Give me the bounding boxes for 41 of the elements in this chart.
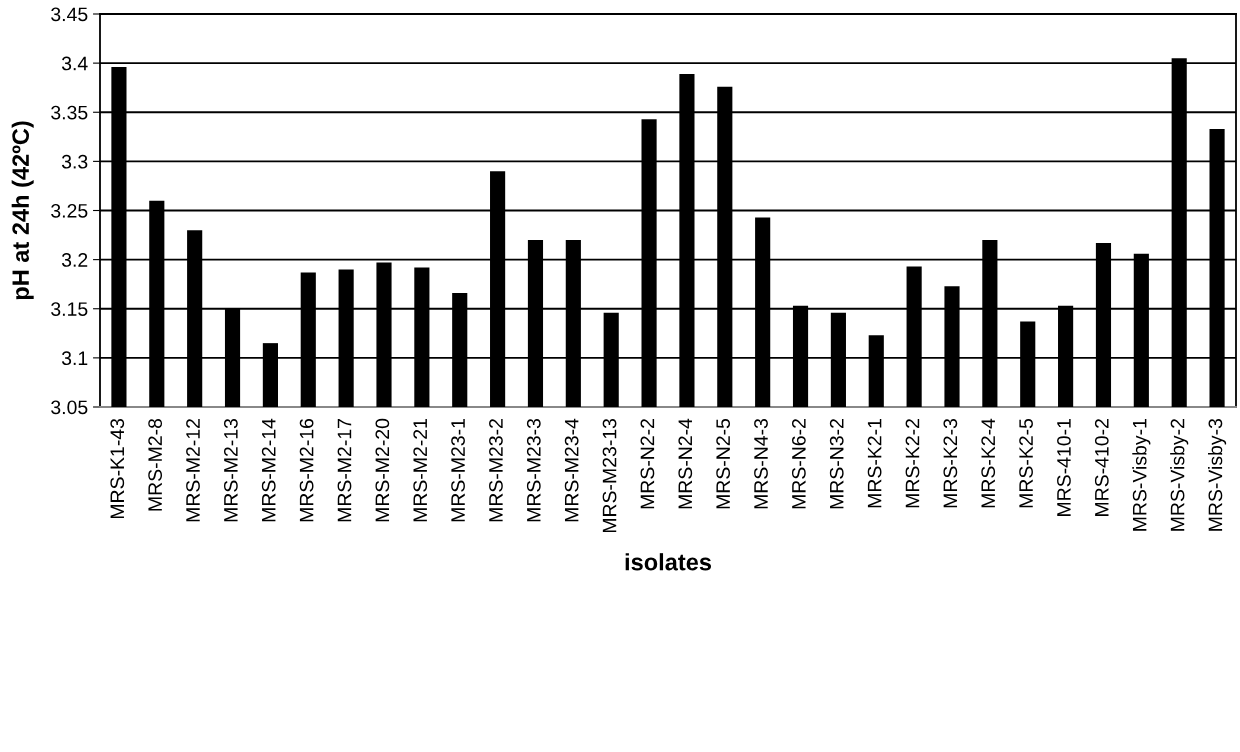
x-tick-label: MRS-Visby-1 [1132, 419, 1151, 531]
y-axis-title: pH at 24h (42ºC) [11, 121, 34, 300]
x-tick-label: MRS-M2-21 [413, 419, 428, 522]
x-tick-label: MRS-N2-2 [640, 419, 655, 509]
y-tick-label: 3.25 [51, 203, 88, 218]
x-tick-label: MRS-M2-20 [375, 418, 390, 522]
x-tick-label: MRS-K2-2 [905, 419, 920, 508]
y-tick-label: 3.3 [61, 154, 88, 169]
x-tick-label: MRS-M2-8 [148, 418, 163, 511]
x-tick-label: MRS-N2-4 [678, 418, 693, 509]
x-tick-label: MRS-M2-14 [261, 418, 276, 522]
y-tick-label: 3.15 [51, 302, 88, 316]
x-tick-label: MRS-N4-3 [754, 418, 768, 509]
x-tick-label: MRS-N6-2 [791, 419, 806, 509]
x-tick-label: MRS-M23-4 [564, 418, 579, 522]
x-tick-label: MRS-K2-4 [981, 418, 996, 508]
y-tick-label: 3.2 [61, 253, 88, 267]
x-tick-label: MRS-N3-2 [829, 419, 844, 509]
x-tick-label: MRS-M2-13 [223, 418, 238, 522]
y-tick-label: 3.35 [51, 105, 88, 120]
x-tick-label: MRS-M23-2 [489, 419, 503, 522]
x-tick-label: MRS-Visby-3 [1208, 418, 1227, 531]
x-tick-label: MRS-M2-12 [186, 419, 200, 522]
x-tick-label: MRS-K2-3 [943, 418, 958, 508]
x-tick-label: MRS-K2-5 [1019, 418, 1033, 508]
x-tick-label: MRS-M2-16 [299, 418, 314, 522]
y-tick-label: 3.1 [61, 351, 88, 366]
x-tick-label: MRS-K2-1 [867, 419, 882, 508]
x-tick-label: MRS-M23-3 [526, 418, 541, 522]
x-tick-label: MRS-M23-1 [451, 419, 465, 522]
x-tick-label: MRS-K1-43 [110, 418, 125, 519]
x-axis-title: isolates [625, 553, 711, 571]
y-tick-label: 3.05 [51, 400, 88, 415]
x-tick-label: MRS-N2-5 [716, 418, 731, 509]
x-tick-label: MRS-M2-17 [337, 419, 352, 522]
x-tick-label: MRS-M23-13 [602, 418, 617, 533]
y-tick-label: 3.4 [61, 56, 88, 71]
x-tick-label: MRS-410-1 [1057, 419, 1071, 516]
x-tick-label: MRS-410-2 [1094, 419, 1109, 516]
y-tick-label: 3.45 [51, 7, 88, 22]
x-tick-label: MRS-Visby-2 [1170, 419, 1189, 531]
